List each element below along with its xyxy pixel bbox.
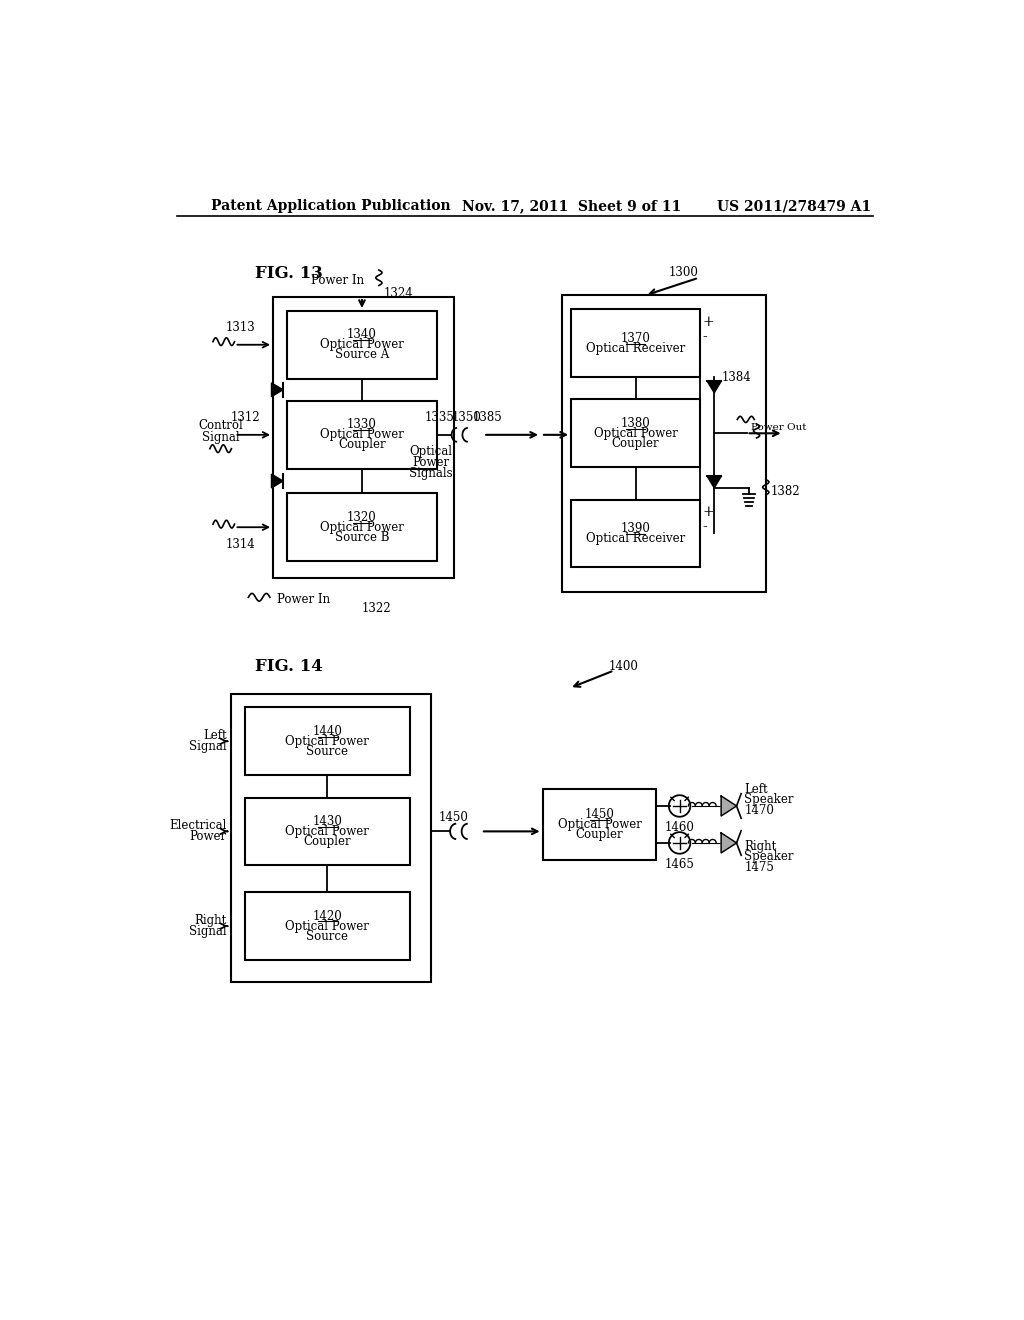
- Text: Patent Application Publication: Patent Application Publication: [211, 199, 451, 213]
- Text: Power In: Power In: [310, 273, 364, 286]
- Polygon shape: [271, 474, 283, 488]
- Text: Coupler: Coupler: [575, 828, 624, 841]
- Text: Signal: Signal: [202, 430, 240, 444]
- Text: Power Out: Power Out: [752, 422, 807, 432]
- Text: 1460: 1460: [665, 821, 694, 834]
- Bar: [245, 797, 410, 866]
- Bar: [273, 297, 454, 578]
- Text: 1470: 1470: [744, 804, 774, 817]
- Polygon shape: [721, 796, 736, 816]
- Text: Right: Right: [195, 915, 226, 927]
- Text: Optical Power: Optical Power: [286, 735, 370, 748]
- Bar: [543, 789, 656, 859]
- Text: 1440: 1440: [312, 725, 342, 738]
- Text: Electrical: Electrical: [169, 820, 226, 833]
- Text: 1380: 1380: [621, 417, 650, 430]
- Text: 1400: 1400: [608, 660, 638, 673]
- Text: 1430: 1430: [312, 814, 342, 828]
- Polygon shape: [708, 477, 721, 488]
- Text: 1350: 1350: [452, 412, 481, 425]
- Text: -: -: [702, 520, 708, 535]
- Text: 1300: 1300: [669, 265, 698, 279]
- Text: 1313: 1313: [226, 321, 256, 334]
- Text: Optical Receiver: Optical Receiver: [586, 532, 685, 545]
- Text: FIG. 14: FIG. 14: [255, 659, 323, 675]
- Polygon shape: [721, 833, 736, 853]
- Text: Optical Receiver: Optical Receiver: [586, 342, 685, 355]
- Text: Source A: Source A: [335, 348, 389, 362]
- Text: 1320: 1320: [347, 511, 377, 524]
- Text: FIG. 13: FIG. 13: [255, 265, 324, 282]
- Text: Coupler: Coupler: [338, 438, 386, 451]
- Text: Source: Source: [306, 744, 348, 758]
- Text: Optical Power: Optical Power: [321, 520, 403, 533]
- Text: 1314: 1314: [226, 537, 256, 550]
- Text: Signal: Signal: [189, 741, 226, 754]
- Text: Control: Control: [199, 418, 243, 432]
- Text: Right: Right: [744, 840, 776, 853]
- Polygon shape: [708, 381, 721, 393]
- Polygon shape: [271, 383, 283, 397]
- Text: +: +: [702, 504, 715, 519]
- Text: 1450: 1450: [439, 810, 469, 824]
- Text: Power: Power: [413, 455, 450, 469]
- Text: Power In: Power In: [278, 593, 331, 606]
- Bar: [287, 494, 437, 561]
- Bar: [571, 499, 700, 568]
- Text: 1382: 1382: [770, 486, 800, 499]
- Text: Optical: Optical: [410, 445, 453, 458]
- Text: 1312: 1312: [230, 412, 260, 425]
- Bar: [562, 296, 766, 591]
- Text: Optical Power: Optical Power: [594, 426, 678, 440]
- Text: 1370: 1370: [621, 331, 650, 345]
- Text: Speaker: Speaker: [744, 850, 794, 863]
- Text: Nov. 17, 2011  Sheet 9 of 11: Nov. 17, 2011 Sheet 9 of 11: [462, 199, 681, 213]
- Text: Source: Source: [306, 929, 348, 942]
- Text: +: +: [702, 314, 715, 329]
- Text: 1465: 1465: [665, 858, 694, 871]
- Text: Speaker: Speaker: [744, 793, 794, 807]
- Text: 1324: 1324: [384, 286, 414, 300]
- Bar: [230, 693, 431, 982]
- Text: Signals: Signals: [409, 467, 453, 480]
- Text: Coupler: Coupler: [303, 834, 351, 847]
- Text: Left: Left: [203, 730, 226, 742]
- Text: 1475: 1475: [744, 861, 774, 874]
- Text: US 2011/278479 A1: US 2011/278479 A1: [717, 199, 871, 213]
- Text: Left: Left: [744, 783, 768, 796]
- Text: Optical Power: Optical Power: [286, 920, 370, 933]
- Bar: [245, 708, 410, 775]
- Text: 1384: 1384: [722, 371, 752, 384]
- Text: 1450: 1450: [585, 808, 614, 821]
- Text: Optical Power: Optical Power: [321, 338, 403, 351]
- Text: Optical Power: Optical Power: [557, 818, 641, 832]
- Text: 1335: 1335: [424, 412, 455, 425]
- Text: Optical Power: Optical Power: [286, 825, 370, 838]
- Text: 1322: 1322: [361, 602, 391, 615]
- Bar: [287, 401, 437, 469]
- Text: 1340: 1340: [347, 329, 377, 342]
- Bar: [245, 892, 410, 960]
- Text: 1420: 1420: [312, 909, 342, 923]
- Text: 1390: 1390: [621, 521, 650, 535]
- Text: Power: Power: [189, 830, 226, 843]
- Text: Optical Power: Optical Power: [321, 428, 403, 441]
- Text: Coupler: Coupler: [612, 437, 659, 450]
- Text: 1330: 1330: [347, 418, 377, 432]
- Text: 1385: 1385: [472, 412, 502, 425]
- Text: Source B: Source B: [335, 531, 389, 544]
- Text: -: -: [702, 330, 708, 345]
- Bar: [287, 312, 437, 379]
- Bar: [571, 400, 700, 467]
- Bar: [571, 309, 700, 378]
- Text: Signal: Signal: [189, 925, 226, 939]
